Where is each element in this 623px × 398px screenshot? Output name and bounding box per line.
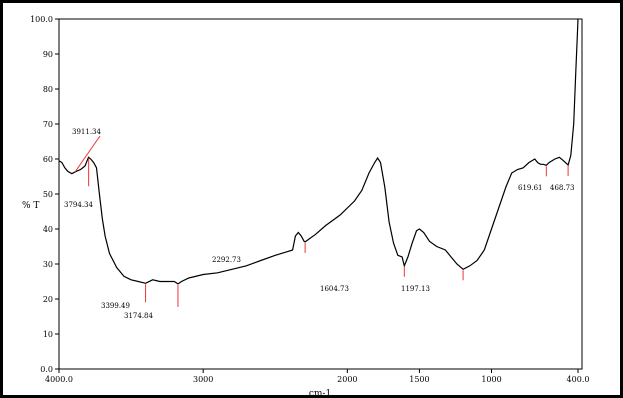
x-axis-label: cm-1 (309, 389, 331, 398)
y-tick-label-9: 90 (43, 50, 53, 59)
peak-label-7: 619.61 (518, 184, 543, 192)
y-tick-label-0: 0.0 (40, 365, 53, 374)
y-tick-label-2: 20 (43, 295, 53, 304)
peak-label-0: 3911.34 (72, 128, 101, 136)
y-tick-label-10: 100.0 (30, 15, 53, 24)
y-tick-label-1: 10 (43, 330, 53, 339)
y-tick-label-4: 40 (43, 225, 53, 234)
x-tick-label-4: 1000 (481, 375, 501, 384)
y-tick-label-8: 80 (43, 85, 53, 94)
peak-label-4: 2292.73 (212, 256, 241, 264)
peak-label-3: 3174.84 (124, 312, 153, 320)
peak-label-6: 1197.13 (401, 285, 430, 293)
peak-marker-0 (74, 135, 101, 173)
y-tick-label-5: 50 (43, 190, 53, 199)
y-tick-label-3: 30 (43, 260, 53, 269)
peak-label-1: 3794.34 (64, 201, 93, 209)
y-axis-label: % T (22, 201, 39, 211)
y-tick-label-7: 70 (43, 120, 53, 129)
x-axis: 4000.0 3000 2000 1500 1000 400.0 (45, 369, 589, 384)
x-tick-label-0: 4000.0 (45, 375, 73, 384)
y-axis: 0.0 10 20 30 40 50 60 70 80 90 100.0 (30, 15, 59, 374)
spectrum-line-0 (58, 18, 579, 285)
y-tick-label-6: 60 (43, 155, 53, 164)
peak-labels: 3911.34 3794.34 3399.49 3174.84 2292.73 1604.… (64, 128, 575, 320)
peak-label-5: 1604.73 (320, 285, 349, 293)
x-tick-label-1: 3000 (193, 375, 213, 384)
peak-label-8: 468.73 (550, 184, 575, 192)
x-tick-label-3: 1500 (409, 375, 429, 384)
x-tick-label-5: 400.0 (567, 375, 590, 384)
peak-label-2: 3399.49 (101, 302, 130, 310)
series-group (58, 18, 579, 285)
x-tick-label-2: 2000 (337, 375, 357, 384)
